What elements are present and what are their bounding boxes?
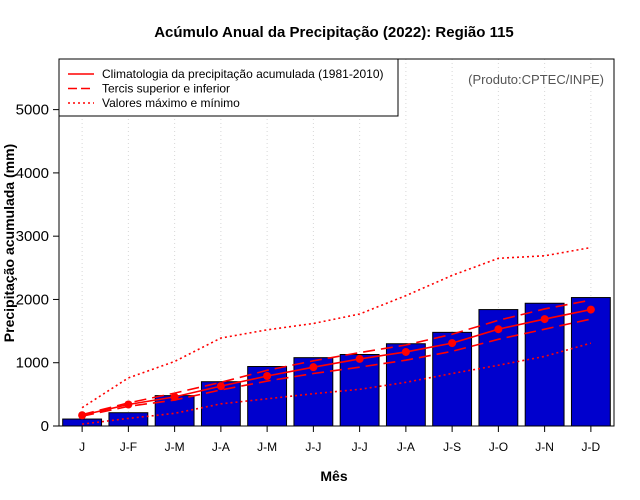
bars — [62, 297, 611, 427]
x-axis: J J-F J-M J-A J-M J-J J-J J-A J-S J-O J-N J-D — [79, 426, 601, 454]
lines — [78, 246, 595, 425]
y-tick-label: 2000 — [16, 291, 49, 308]
tercile-line — [81, 299, 592, 416]
bar — [524, 302, 565, 427]
bar — [108, 412, 149, 427]
bar — [62, 418, 103, 427]
legend-box — [58, 58, 399, 117]
x-tick-label: J-J — [352, 440, 368, 454]
climatology-point — [401, 347, 410, 356]
product-credit: (Produto:CPTEC/INPE) — [468, 72, 604, 87]
climatology-line — [81, 308, 592, 417]
climatology-point — [540, 315, 549, 324]
bar — [385, 343, 426, 427]
x-tick-label: J-M — [257, 440, 277, 454]
y-axis-title: Precipitação acumulada (mm) — [1, 144, 17, 342]
x-tick-label: J-N — [535, 440, 554, 454]
y-tick-label: 5000 — [16, 102, 49, 119]
climatology-point — [448, 339, 457, 348]
bar — [570, 297, 611, 427]
climatology-point — [216, 382, 225, 391]
x-tick-label: J-D — [582, 440, 601, 454]
y-tick-label: 0 — [41, 418, 49, 435]
extreme-line — [81, 246, 592, 409]
x-tick-label: J-F — [120, 440, 137, 454]
climatology-point — [494, 325, 503, 334]
x-tick-label: J-M — [165, 440, 185, 454]
climatology-point — [355, 354, 364, 363]
y-tick-label: 4000 — [16, 165, 49, 182]
y-tick-label: 1000 — [16, 355, 49, 372]
x-tick-label: J-O — [489, 440, 508, 454]
legend-label: Valores máximo e mínimo — [102, 96, 240, 110]
chart-title: Acúmulo Anual da Precipitação (2022): Re… — [154, 24, 514, 41]
x-axis-title: Mês — [320, 468, 347, 484]
x-tick-label: J-A — [212, 440, 230, 454]
y-tick-label: 3000 — [16, 228, 49, 245]
y-axis: 0 1000 2000 3000 4000 5000 — [16, 102, 59, 435]
x-tick-label: J — [79, 440, 85, 454]
legend: Climatologia da precipitação acumulada (… — [58, 58, 399, 117]
x-tick-label: J-A — [397, 440, 415, 454]
legend-label: Tercis superior e inferior — [102, 82, 230, 96]
extreme-line — [82, 342, 592, 425]
x-tick-label: J-J — [305, 440, 321, 454]
legend-label: Climatologia da precipitação acumulada (… — [102, 67, 384, 81]
climatology-point — [586, 305, 595, 314]
climatology-point — [309, 363, 318, 372]
climatology-point — [263, 372, 272, 381]
tercile-line — [81, 318, 592, 417]
climatology-point — [78, 411, 87, 420]
x-tick-label: J-S — [443, 440, 461, 454]
